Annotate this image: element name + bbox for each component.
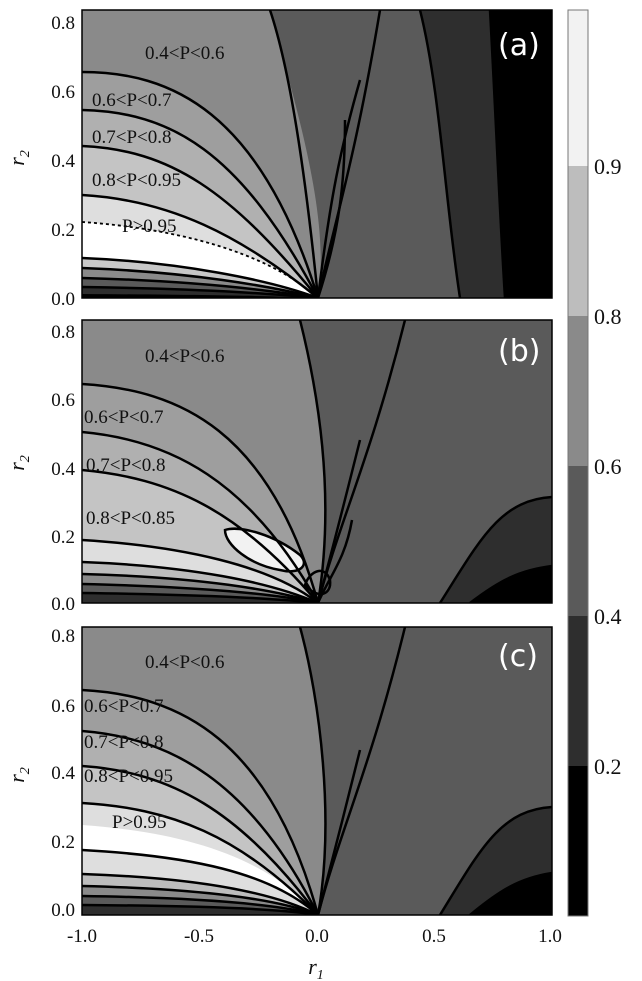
panel-c: (c) 0.4<P<0.6 0.6<P<0.7 0.7<P<0.8 0.8<P<…: [4, 626, 553, 921]
panel-c-region-label: 0.6<P<0.7: [84, 696, 164, 717]
panel-c-y-tick: 0.2: [51, 832, 75, 853]
panel-c-y-tick: 0.0: [51, 900, 75, 921]
panel-a-y-ticks: 0.0 0.2 0.4 0.6 0.8: [51, 13, 75, 310]
panel-b-y-tick: 0.0: [51, 594, 75, 615]
panel-a-region-label: 0.7<P<0.8: [92, 127, 172, 148]
panel-a-y-tick: 0.4: [51, 151, 75, 172]
panel-a-region-label: 0.6<P<0.7: [92, 90, 172, 111]
panel-c-y-ticks: 0.0 0.2 0.4 0.6 0.8: [51, 626, 75, 921]
panel-c-region-label: P>0.95: [112, 812, 167, 833]
panel-b-y-tick: 0.6: [51, 390, 75, 411]
panel-a: (a) 0.4<P<0.6 0.6<P<0.7 0.7<P<0.8 0.8<P<…: [4, 9, 553, 310]
panel-a-label: (a): [498, 28, 540, 63]
panel-b-frame: [81, 319, 553, 604]
x-axis-ticks: -1.0 -0.5 0.0 0.5 1.0: [67, 926, 562, 947]
x-tick: -1.0: [67, 926, 97, 947]
panel-c-y-axis-label: r2: [4, 767, 33, 783]
colorbar-frame: [567, 9, 589, 917]
panel-b-region-label: 0.6<P<0.7: [84, 407, 164, 428]
panel-a-y-axis-label: r2: [4, 150, 33, 166]
colorbar-tick: 0.9: [594, 154, 622, 179]
panel-b-y-ticks: 0.0 0.2 0.4 0.6 0.8: [51, 322, 75, 615]
panel-c-frame: [81, 626, 553, 916]
panel-c-y-tick: 0.6: [51, 696, 75, 717]
panel-b-region-label: 0.8<P<0.85: [86, 508, 175, 529]
panel-b-contours: [82, 320, 552, 603]
panel-c-region-label: 0.8<P<0.95: [84, 766, 173, 787]
panel-b-y-tick: 0.8: [51, 322, 75, 343]
panel-a-region-label: 0.4<P<0.6: [145, 43, 225, 64]
panel-c-region-label: 0.7<P<0.8: [84, 732, 164, 753]
panel-b-region-label: 0.4<P<0.6: [145, 346, 225, 367]
colorbar: 0.9 0.8 0.6 0.4 0.2: [567, 9, 622, 917]
panel-c-label: (c): [498, 639, 538, 674]
panel-c-y-tick: 0.8: [51, 626, 75, 647]
panel-b-label: (b): [498, 334, 540, 369]
panel-a-y-tick: 0.2: [51, 220, 75, 241]
colorbar-tick: 0.8: [594, 304, 622, 329]
colorbar-tick: 0.2: [594, 754, 622, 779]
panel-c-region-label: 0.4<P<0.6: [145, 652, 225, 673]
x-axis-label: r1: [308, 954, 324, 981]
panel-a-frame: [81, 9, 553, 299]
panel-a-region-label: P>0.95: [122, 216, 177, 237]
panel-a-contours: [82, 10, 552, 298]
colorbar-band: [568, 616, 588, 766]
colorbar-band: [568, 166, 588, 316]
x-tick: 0.5: [422, 926, 446, 947]
colorbar-tick: 0.4: [594, 604, 622, 629]
colorbar-tick: 0.6: [594, 454, 622, 479]
panel-b-region-label: 0.7<P<0.8: [86, 455, 166, 476]
x-tick: -0.5: [184, 926, 214, 947]
panel-c-y-tick: 0.4: [51, 763, 75, 784]
colorbar-band: [568, 766, 588, 916]
panel-b: (b) 0.4<P<0.6 0.6<P<0.7 0.7<P<0.8 0.8<P<…: [4, 319, 553, 615]
x-tick: 1.0: [538, 926, 562, 947]
panel-a-y-tick: 0.8: [51, 13, 75, 34]
x-tick: 0.0: [305, 926, 329, 947]
panel-a-region-label: 0.8<P<0.95: [92, 170, 181, 191]
colorbar-band: [568, 316, 588, 466]
colorbar-band: [568, 466, 588, 616]
panel-b-y-axis-label: r2: [4, 455, 33, 471]
panel-a-y-tick: 0.6: [51, 82, 75, 103]
colorbar-band: [568, 10, 588, 166]
panel-b-y-tick: 0.4: [51, 459, 75, 480]
panel-b-y-tick: 0.2: [51, 527, 75, 548]
panel-c-contours: [82, 627, 552, 915]
panel-a-y-tick: 0.0: [51, 289, 75, 310]
